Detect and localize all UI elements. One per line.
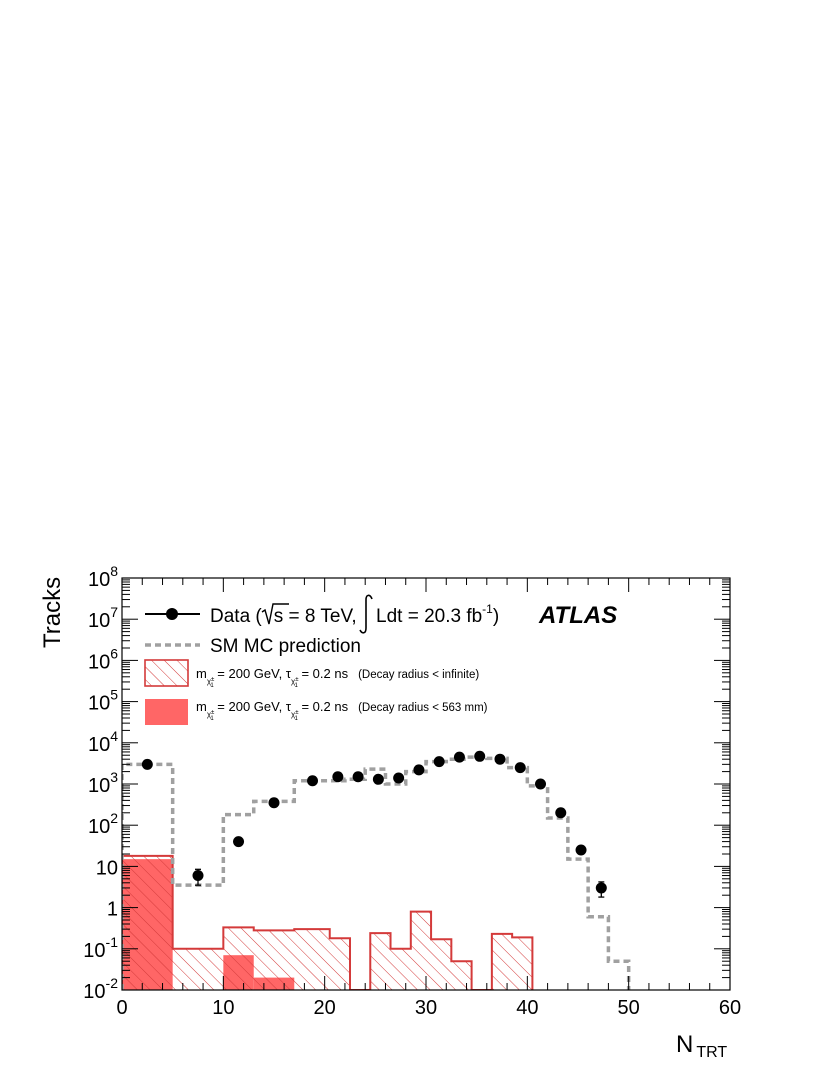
y-tick-label: 105 <box>88 687 118 715</box>
legend-entry-hatched: mχ± 1 = 200 GeV, τχ± 1 = 0.2 ns (Decay radi… <box>144 659 479 689</box>
legend-entry-filled: mχ± 1 = 200 GeV, τχ± 1 = 0.2 ns (Decay radi… <box>145 699 488 725</box>
y-tick-exponent: -2 <box>106 975 119 991</box>
y-tick-exponent: 2 <box>110 810 118 826</box>
legend-mc-label: SM MC prediction <box>210 636 361 657</box>
data-point <box>474 750 486 762</box>
data-point <box>352 771 364 783</box>
x-tick-label: 10 <box>212 997 234 1019</box>
axes <box>121 577 731 991</box>
experiment-label: ATLAS <box>538 602 617 629</box>
x-tick-label: 0 <box>116 997 127 1019</box>
y-tick-base: 10 <box>96 857 118 879</box>
data-point <box>595 882 607 894</box>
y-tick-exponent: 3 <box>110 769 118 785</box>
y-tick-exponent: 4 <box>110 728 118 744</box>
data-point <box>433 756 445 768</box>
data-point <box>575 844 587 856</box>
data-point <box>514 762 526 774</box>
data-point <box>141 758 153 770</box>
y-tick-base: 1 <box>107 899 118 921</box>
data-point <box>393 772 405 784</box>
y-tick-base: 10 <box>88 816 110 838</box>
y-tick-base: 10 <box>88 569 110 591</box>
legend-filled-label: mχ± 1 = 200 GeV, τχ± 1 = 0.2 ns (Decay radi… <box>196 699 488 722</box>
data-point <box>307 775 319 787</box>
legend-entry-mc: SM MC prediction <box>145 636 361 657</box>
y-tick-label: 10-1 <box>83 934 118 962</box>
series-layer <box>122 750 631 990</box>
y-tick-exponent: 6 <box>110 645 118 661</box>
legend-filled-swatch <box>145 699 188 725</box>
sqrt-sign <box>261 603 289 625</box>
y-tick-exponent: 7 <box>110 604 118 620</box>
y-tick-base: 10 <box>88 734 110 756</box>
hatched-signal-outline <box>122 854 534 990</box>
y-tick-base: 10 <box>83 981 105 1003</box>
y-tick-label: 10-2 <box>83 975 118 1003</box>
y-tick-label: 108 <box>88 563 118 591</box>
legend-entry-data: Data (s = 8 TeV, Ldt = 20.3 fb-1) <box>145 594 499 634</box>
x-tick-label: 20 <box>314 997 336 1019</box>
data-point <box>192 870 204 882</box>
y-tick-base: 10 <box>88 610 110 632</box>
legend-data-label: Data (s = 8 TeV, <box>210 606 357 627</box>
x-tick-label: 30 <box>415 997 437 1019</box>
tick-labels: 0 10 20 30 40 50 6010-210-11101021031041051061… <box>83 563 741 1019</box>
y-axis-title: Tracks <box>39 577 66 648</box>
legend-lumi-label: Ldt = 20.3 fb-1) <box>376 602 499 627</box>
x-axis-title: N TRT <box>676 1031 727 1061</box>
legend-hatched-label: mχ± 1 = 200 GeV, τχ± 1 = 0.2 ns (Decay radi… <box>196 666 479 689</box>
y-tick-base: 10 <box>88 651 110 673</box>
y-tick-label: 106 <box>88 645 118 673</box>
data-point <box>453 751 465 763</box>
data-point <box>494 753 506 765</box>
y-tick-label: 102 <box>88 810 118 838</box>
y-tick-label: 104 <box>88 728 118 756</box>
y-tick-exponent: 8 <box>110 563 118 579</box>
y-tick-label: 1 <box>107 899 118 921</box>
hatched-signal-fill <box>122 855 533 990</box>
y-tick-base: 10 <box>88 775 110 797</box>
x-tick-label: 50 <box>618 997 640 1019</box>
x-tick-label: 60 <box>719 997 741 1019</box>
y-tick-label: 10 <box>96 857 118 879</box>
data-point <box>555 807 567 819</box>
data-point <box>535 778 547 790</box>
x-axis-title-sub: TRT <box>696 1044 727 1061</box>
legend-hatched-swatch <box>144 659 189 687</box>
legend-data-marker <box>166 608 178 620</box>
data-point <box>413 764 425 776</box>
y-tick-exponent: 5 <box>110 687 118 703</box>
data-point <box>233 836 245 848</box>
data-point <box>268 797 280 809</box>
y-tick-base: 10 <box>83 940 105 962</box>
integral-sign <box>359 594 373 634</box>
x-tick-label: 40 <box>516 997 538 1019</box>
data-point <box>332 771 344 783</box>
legend: Data (s = 8 TeV, Ldt = 20.3 fb-1) SM MC … <box>144 594 499 725</box>
y-tick-label: 107 <box>88 604 118 632</box>
data-point <box>372 773 384 785</box>
y-tick-base: 10 <box>88 693 110 715</box>
y-tick-exponent: -1 <box>106 934 119 950</box>
x-axis-title-main: N <box>676 1031 693 1058</box>
y-tick-label: 103 <box>88 769 118 797</box>
